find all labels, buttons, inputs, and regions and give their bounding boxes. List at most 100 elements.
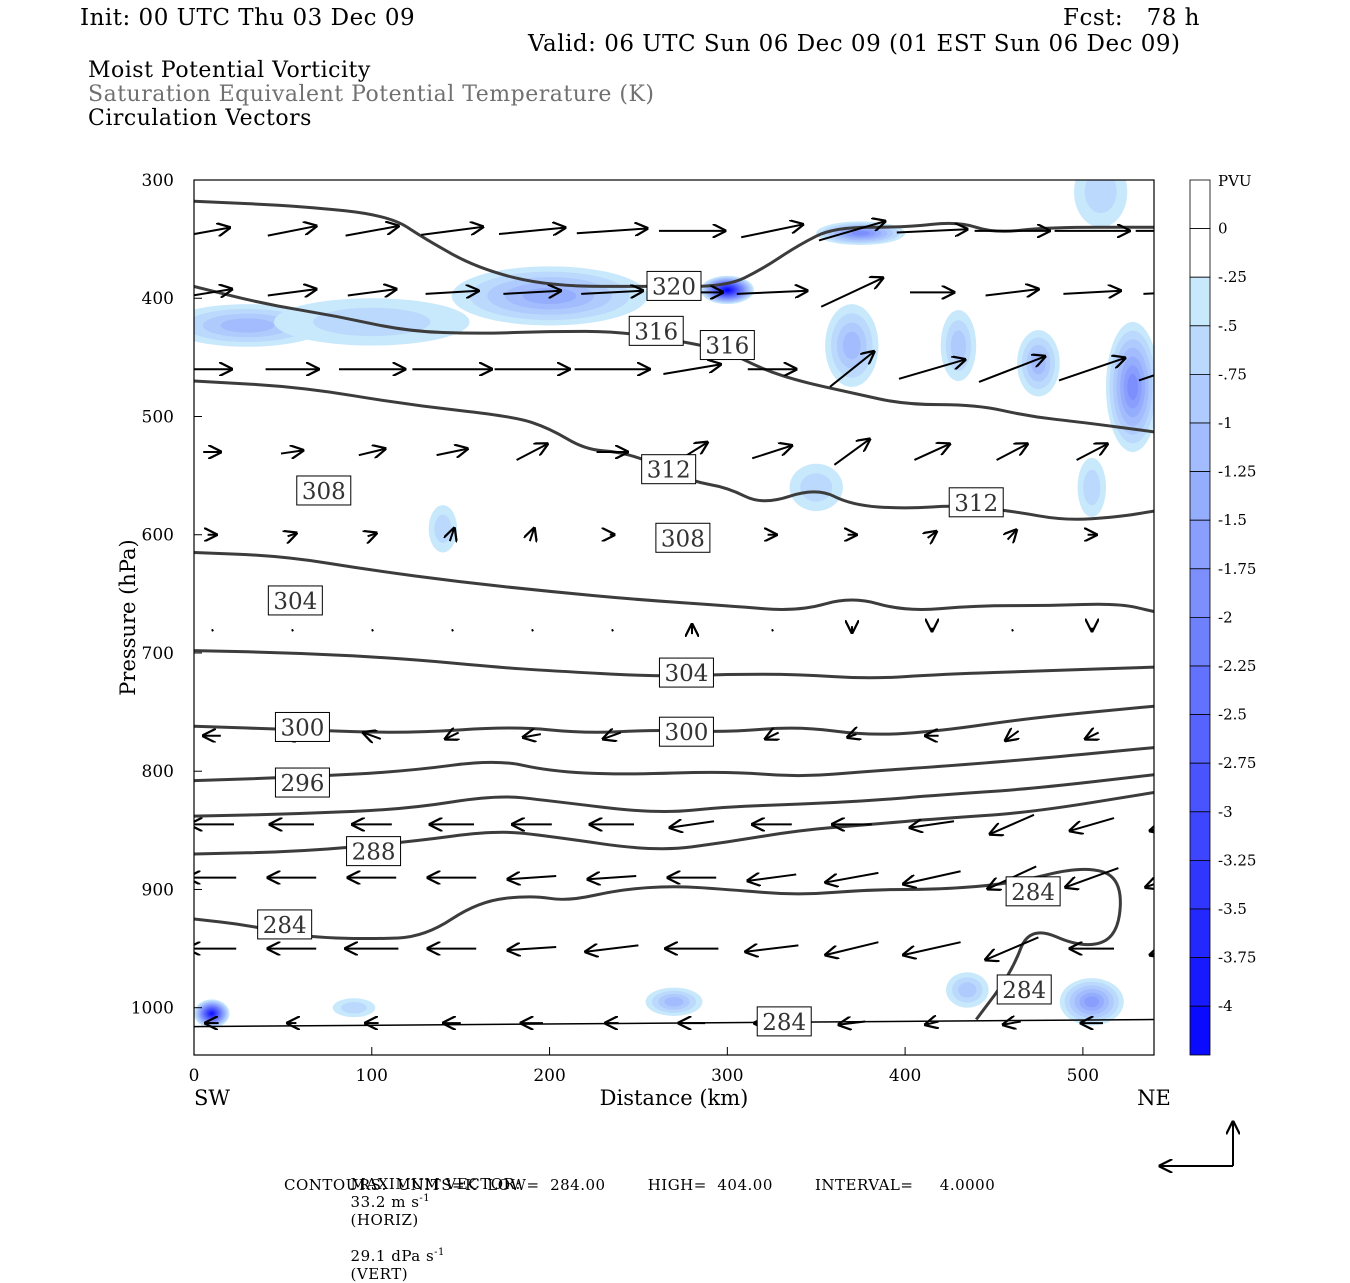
theta-es-contours <box>194 199 1154 1028</box>
vector-10-9 <box>925 1021 938 1024</box>
vector-7-11 <box>1070 817 1115 831</box>
pv-region-13-band-10 <box>204 1007 220 1020</box>
pv-region-7-band-3 <box>1026 344 1051 382</box>
colorbar-cell-8 <box>1189 568 1211 618</box>
y-tick-label-1: 400 <box>142 289 174 309</box>
contour-label-box-284-2 <box>996 974 1052 1005</box>
pv-region-0-band-4 <box>220 318 274 333</box>
contour-labels: 320 316 316 312 312 308 308 304 304 300 300 296 288 2… <box>257 270 1061 1037</box>
field-title-vectors: Circulation Vectors <box>88 106 312 131</box>
pv-region-13-band-9 <box>203 1006 221 1021</box>
pv-region-4-band-1 <box>816 221 906 246</box>
vector-9-12 <box>1150 942 1154 955</box>
vector-1-0 <box>194 289 232 295</box>
colorbar-label-13: -3.25 <box>1218 851 1256 869</box>
colorbar-label-2: -.5 <box>1218 317 1237 335</box>
vector-9-7 <box>746 945 799 951</box>
contour-label-box-300-0 <box>274 711 330 742</box>
pv-region-7-band-4 <box>1031 352 1046 375</box>
vector-1-1 <box>267 289 316 295</box>
contour-label-300-0: 300 <box>280 715 324 741</box>
vector-9-5 <box>586 945 639 951</box>
vector-7-6 <box>670 821 715 827</box>
contour-312 <box>194 379 1154 521</box>
pv-region-11-band-1 <box>428 505 458 553</box>
init-time: Init: 00 UTC Thu 03 Dec 09 <box>80 5 416 31</box>
pv-region-4-band-4 <box>834 226 888 241</box>
contour-label-316-0: 316 <box>634 319 678 345</box>
contour-label-box-316-1 <box>699 330 755 361</box>
pv-region-0-band-2 <box>194 308 310 342</box>
contour-320 <box>194 199 1154 288</box>
pv-region-3-band-12 <box>718 285 737 295</box>
contour-label-304-1: 304 <box>664 661 708 687</box>
vector-1-10 <box>985 289 1039 295</box>
vector-3-2 <box>358 449 385 455</box>
pv-region-17-band-4 <box>1074 989 1110 1015</box>
pv-region-16-band-3 <box>958 982 977 998</box>
contour-300 <box>194 704 1154 736</box>
contour-label-box-304-0 <box>267 585 323 616</box>
colorbar-cell-5 <box>1189 422 1211 472</box>
contour-label-box-284-0 <box>257 909 313 940</box>
contour-label-308-0: 308 <box>302 479 346 505</box>
colorbar-label-0: 0 <box>1218 220 1228 238</box>
y-tick-label-0: 300 <box>142 171 174 191</box>
max-vertical-value: 29.1 dPa s <box>350 1247 435 1265</box>
vector-8-9 <box>903 870 961 884</box>
pv-region-15-band-2 <box>651 990 697 1013</box>
pv-region-8-band-6 <box>1123 365 1142 409</box>
vector-10-8 <box>839 1021 866 1024</box>
vector-6-6 <box>685 733 698 739</box>
vector-5-7 <box>771 628 774 632</box>
contour-label-box-316-0 <box>628 315 684 346</box>
vector-6-3 <box>445 733 458 739</box>
pv-region-3-band-9 <box>713 282 742 298</box>
vector-5-3 <box>451 628 454 632</box>
contour-label-box-312-1 <box>948 487 1004 518</box>
vector-2-11 <box>1058 358 1125 382</box>
colorbar-cell-top <box>1189 179 1211 229</box>
pv-region-13-band-4 <box>197 1002 227 1026</box>
vector-2-6 <box>663 364 720 375</box>
vector-3-10 <box>996 444 1028 461</box>
colorbar-label-11: -2.75 <box>1218 754 1256 772</box>
pv-region-8-band-7 <box>1127 373 1138 400</box>
vector-4-10 <box>1008 530 1017 540</box>
colorbar-label-12: -3 <box>1218 803 1233 821</box>
pv-region-6-band-1 <box>940 310 977 382</box>
pv-region-11-band-2 <box>434 514 452 544</box>
vector-1-12 <box>1143 292 1154 295</box>
colorbar-label-10: -2.5 <box>1218 706 1247 724</box>
pv-region-3-band-1 <box>700 275 754 305</box>
pv-region-4-band-6 <box>845 229 876 238</box>
vector-5-4 <box>531 628 534 632</box>
pv-region-15-band-1 <box>645 987 703 1016</box>
pv-region-8-band-3 <box>1113 339 1153 435</box>
vector-8-7 <box>748 874 797 880</box>
vector-0-0 <box>194 228 229 234</box>
pv-region-4-band-2 <box>822 222 900 244</box>
pv-region-13-band-15 <box>210 1012 214 1015</box>
vector-2-12 <box>1138 374 1154 382</box>
moist-pv-shading <box>194 180 1154 1028</box>
vector-9-9 <box>903 941 961 955</box>
pv-region-15-band-4 <box>664 997 684 1007</box>
x-tick-label-5: 500 <box>1067 1066 1099 1086</box>
vector-0-5 <box>576 228 647 233</box>
vector-2-10 <box>978 356 1045 383</box>
contour-label-box-288-0 <box>346 836 402 867</box>
colorbar-label-7: -1.75 <box>1218 560 1256 578</box>
colorbar-label-3: -.75 <box>1218 365 1247 383</box>
axes: 0 100 200 300 400 500 300 400 500 600 700 800 900 100… <box>116 171 1171 1110</box>
vector-4-3 <box>450 528 454 541</box>
pv-region-8-band-4 <box>1116 347 1149 426</box>
vector-7-10 <box>990 813 1035 834</box>
vector-5-0 <box>211 628 214 632</box>
y-axis-label: Pressure (hPa) <box>116 539 140 695</box>
pv-region-13-band-6 <box>199 1004 224 1024</box>
pv-region-3-band-11 <box>716 284 738 296</box>
colorbar-label-8: -2 <box>1218 608 1233 626</box>
valid-time: Valid: 06 UTC Sun 06 Dec 09 (01 EST Sun … <box>528 31 1181 57</box>
vector-6-12 <box>1165 733 1178 739</box>
